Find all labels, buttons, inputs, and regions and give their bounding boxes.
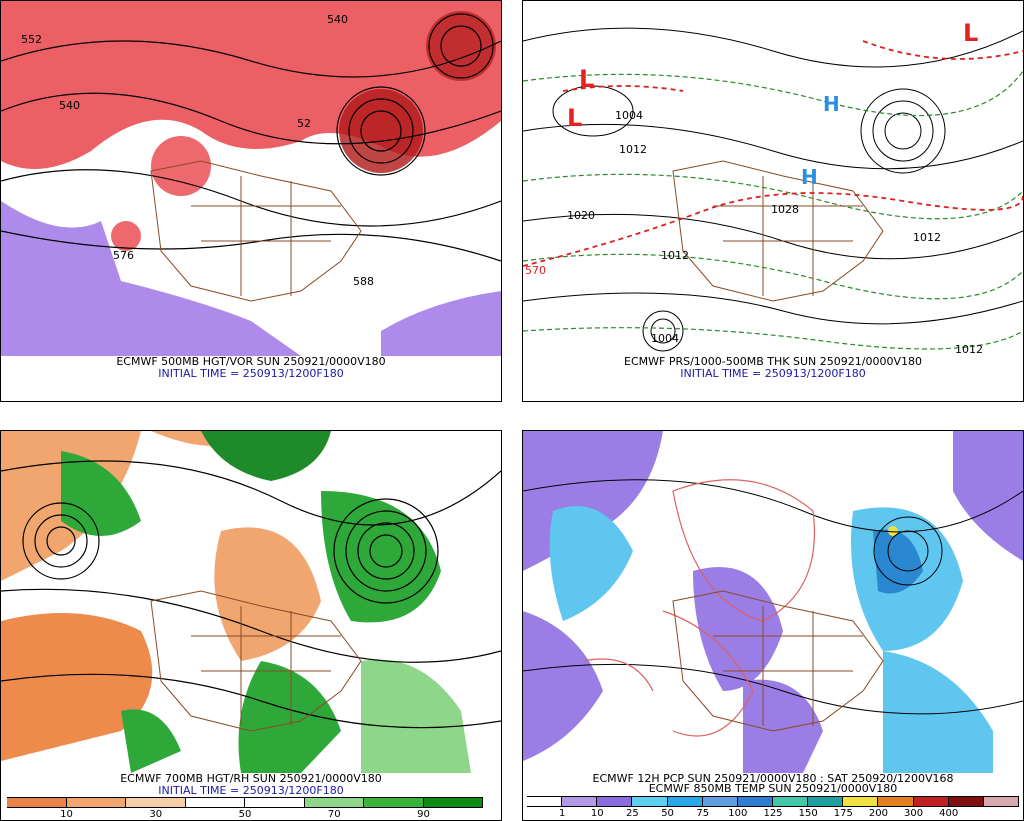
map-precip	[523, 431, 1023, 773]
contour-label: 540	[327, 13, 348, 26]
panel-title: ECMWF 500MB HGT/VOR SUN 250921/0000V180	[116, 355, 386, 368]
contour-label: 1020	[567, 209, 595, 222]
panel-500mb-vorticity: 552 540 540 576 588 52 ECMWF 500MB HGT/V…	[0, 0, 502, 402]
colorbar-cell	[126, 797, 186, 808]
colorbar-cell	[562, 796, 598, 807]
colorbar-cell	[808, 796, 844, 807]
contour-label: 1012	[913, 231, 941, 244]
colorbar-tick-label: 400	[939, 808, 959, 819]
colorbar-tick-label: 10	[590, 808, 604, 819]
colorbar-cell	[878, 796, 914, 807]
colorbar-cell	[702, 796, 738, 807]
contour-label: 1012	[661, 249, 689, 262]
colorbar-tick-label: 1	[558, 808, 566, 819]
map-pressure: L L L H H 1004 1012 1020 1028 1012 1004 …	[523, 1, 1023, 356]
panel-700mb-rh: ECMWF 700MB HGT/RH SUN 250921/0000V180 I…	[0, 430, 502, 821]
panel-subtitle: ECMWF 850MB TEMP SUN 250921/0000V180	[648, 782, 898, 795]
map-500mb: 552 540 540 576 588 52	[1, 1, 501, 356]
colorbar-tick-label: 10	[60, 809, 73, 820]
colorbar-cell	[983, 796, 1019, 807]
contour-label: 588	[353, 275, 374, 288]
colorbar-cell	[737, 796, 773, 807]
colorbar-tick-label: 150	[798, 808, 818, 819]
panel-precip-850temp: ECMWF 12H PCP SUN 250921/0000V180 : SAT …	[522, 430, 1024, 821]
precip-colorbar: 1 10 25 50 75 100 125 150 175 200 300 400	[527, 796, 1019, 819]
colorbar-cell	[527, 796, 563, 807]
colorbar-cell	[66, 797, 126, 808]
high-pressure-marker: H	[823, 92, 840, 116]
contour-label: 540	[59, 99, 80, 112]
colorbar-tick-label: 50	[238, 809, 252, 820]
panel-title: ECMWF 12H PCP SUN 250921/0000V180 : SAT …	[592, 772, 954, 785]
contour-label: 576	[113, 249, 134, 262]
contour-label: 1028	[771, 203, 799, 216]
colorbar-cell	[632, 796, 668, 807]
initial-time: INITIAL TIME = 250913/1200F180	[680, 367, 866, 380]
low-pressure-marker: L	[567, 104, 582, 132]
colorbar-cell	[364, 797, 424, 808]
contour-label: 1004	[651, 332, 679, 345]
colorbar-cell	[597, 796, 633, 807]
colorbar-tick-label: 100	[728, 808, 748, 819]
initial-time: INITIAL TIME = 250913/1200F180	[158, 367, 344, 380]
colorbar-tick-label: 300	[904, 808, 924, 819]
colorbar-cell	[185, 797, 245, 808]
map-700mb	[1, 431, 501, 773]
contour-label: 552	[21, 33, 42, 46]
colorbar-tick-label: 70	[327, 809, 341, 820]
contour-label: 1012	[619, 143, 647, 156]
contour-label: 52	[297, 117, 311, 130]
low-pressure-marker: L	[579, 65, 594, 93]
colorbar-tick-label: 90	[417, 809, 430, 820]
high-pressure-marker: H	[801, 165, 818, 189]
initial-time: INITIAL TIME = 250913/1200F180	[158, 784, 344, 797]
colorbar-tick-label: 75	[696, 808, 710, 819]
contour-label: 1004	[615, 109, 643, 122]
colorbar-tick-label: 175	[833, 808, 853, 819]
colorbar-tick-label: 50	[661, 808, 674, 819]
panel-title: ECMWF 700MB HGT/RH SUN 250921/0000V180	[120, 772, 382, 785]
colorbar-tick-label: 30	[149, 809, 163, 820]
colorbar-cell	[773, 796, 809, 807]
rh-colorbar: 10 30 50 70 90	[7, 797, 483, 820]
colorbar-tick-label: 200	[868, 808, 888, 819]
colorbar-cell	[948, 796, 984, 807]
colorbar-tick-label: 125	[763, 808, 783, 819]
colorbar-cell	[667, 796, 703, 807]
colorbar-cell	[913, 796, 949, 807]
colorbar-tick-label: 25	[626, 808, 639, 819]
contour-label: 1012	[955, 343, 983, 356]
contour-label: 570	[525, 264, 546, 277]
low-pressure-marker: L	[963, 19, 978, 47]
colorbar-cell	[245, 797, 305, 808]
colorbar-cell	[843, 796, 879, 807]
panel-title: ECMWF PRS/1000-500MB THK SUN 250921/0000…	[624, 355, 922, 368]
colorbar-cell	[304, 797, 364, 808]
colorbar-cell	[423, 797, 483, 808]
colorbar-cell	[7, 797, 67, 808]
panel-pressure-thickness: L L L H H 1004 1012 1020 1028 1012 1004 …	[522, 0, 1024, 402]
